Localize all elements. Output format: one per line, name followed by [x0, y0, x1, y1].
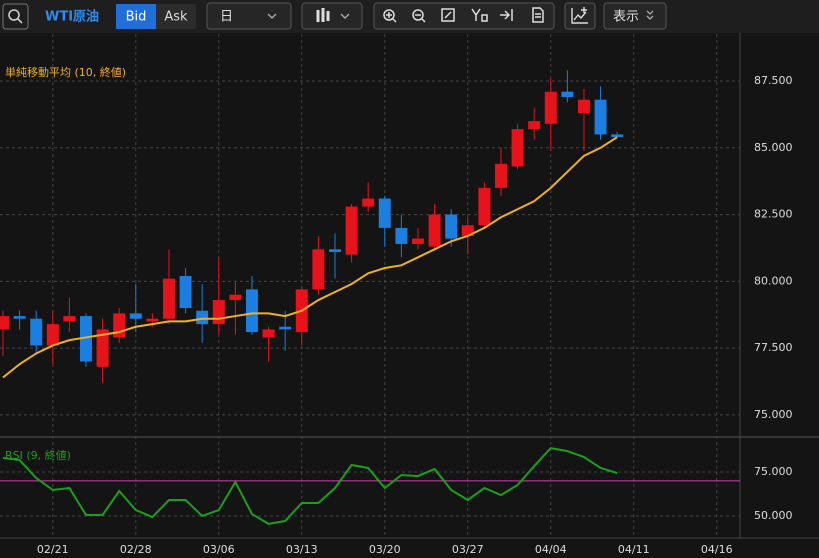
- x-tick-label: 03/13: [286, 543, 318, 556]
- candle-body: [411, 238, 424, 244]
- candle-body: [80, 316, 92, 362]
- candle-body: [611, 134, 624, 138]
- search-icon: [17, 18, 23, 24]
- candle-body: [229, 294, 242, 301]
- candle-body: [561, 91, 574, 98]
- add-indicator[interactable]: [564, 2, 596, 30]
- candle-body: [129, 313, 142, 319]
- x-tick-label: 04/11: [618, 543, 650, 556]
- candle-body: [0, 316, 9, 330]
- candle-body: [362, 198, 375, 207]
- candle-body: [279, 326, 292, 330]
- candle-body: [63, 316, 76, 322]
- chevron: [646, 10, 654, 20]
- candle-body: [13, 316, 26, 319]
- chevron: [340, 13, 350, 19]
- x-tick-label: 03/20: [369, 543, 401, 556]
- x-tick-label: 02/28: [120, 543, 152, 556]
- candle-body: [196, 310, 209, 325]
- candle-body: [212, 300, 225, 325]
- indicator-label: RSI (9, 終値): [5, 448, 71, 462]
- sma-line: [2, 136, 618, 379]
- candle-body: [594, 99, 607, 135]
- zoom-in[interactable]: [383, 9, 395, 21]
- fit[interactable]: [441, 8, 455, 22]
- candle-icon: [316, 8, 330, 22]
- y-tick-label: 75.000: [754, 465, 793, 478]
- candle-body: [96, 329, 109, 367]
- y-tick-label: 82.500: [754, 208, 793, 221]
- candle-body: [46, 324, 59, 346]
- jump-latest[interactable]: [500, 9, 513, 21]
- y-tick-label: 80.000: [754, 274, 793, 287]
- indicator-label: 単純移動平均 (10, 終値): [5, 65, 126, 79]
- bid-button[interactable]: [116, 4, 156, 29]
- search-icon: [8, 9, 20, 21]
- candle-body: [312, 249, 325, 290]
- tool-icons: [383, 7, 544, 23]
- candle-body: [328, 249, 341, 252]
- x-tick-label: 03/27: [452, 543, 484, 556]
- ask-button[interactable]: [156, 4, 196, 29]
- candle-body: [511, 129, 524, 167]
- y-tick-label: 87.500: [754, 74, 793, 87]
- candle-body: [378, 198, 391, 228]
- candle-body: [528, 121, 541, 130]
- view-dropdown[interactable]: [603, 2, 667, 30]
- period-dropdown[interactable]: [206, 2, 292, 30]
- candle-body: [577, 99, 590, 114]
- y-tick-label: 75.000: [754, 408, 793, 421]
- period-label: 日: [220, 10, 233, 25]
- x-tick-label: 04/16: [701, 543, 733, 556]
- candle-body: [113, 313, 126, 338]
- x-tick-label: 04/04: [535, 543, 567, 556]
- y-tick-label: 50.000: [754, 509, 793, 522]
- candle-body: [478, 187, 491, 226]
- bid-label: Bid: [126, 10, 147, 25]
- symbol[interactable]: WTI原油: [45, 9, 99, 25]
- search-button[interactable]: [2, 3, 29, 30]
- candle-body: [262, 329, 275, 338]
- y-tick-label: 85.000: [754, 141, 793, 154]
- candle-body: [445, 214, 458, 239]
- candle-body: [428, 214, 441, 247]
- candle-body: [544, 91, 557, 124]
- view-label: 表示: [613, 10, 639, 25]
- tool-group: [373, 2, 555, 30]
- lock[interactable]: [471, 8, 488, 22]
- y-tick-label: 77.500: [754, 341, 793, 354]
- x-tick-label: 02/21: [37, 543, 69, 556]
- chart-type-dropdown[interactable]: [301, 2, 363, 30]
- ask-label: Ask: [164, 10, 188, 25]
- candle-body: [395, 227, 408, 244]
- toolbar: WTI原油 Bid Ask 日 表示: [0, 0, 819, 33]
- zoom-out[interactable]: [412, 9, 424, 21]
- chevron: [267, 13, 277, 19]
- candle-body: [163, 278, 175, 319]
- candle-body: [179, 276, 192, 309]
- x-tick-label: 03/06: [203, 543, 235, 556]
- candle-body: [494, 163, 507, 188]
- candle-body: [30, 318, 43, 346]
- rsi-line: [2, 447, 618, 525]
- document[interactable]: [532, 7, 544, 23]
- candle-body: [345, 206, 358, 255]
- candle-body: [246, 289, 258, 333]
- candle-body: [461, 225, 474, 236]
- candle-body: [146, 318, 159, 322]
- indicator-icon: [571, 7, 588, 24]
